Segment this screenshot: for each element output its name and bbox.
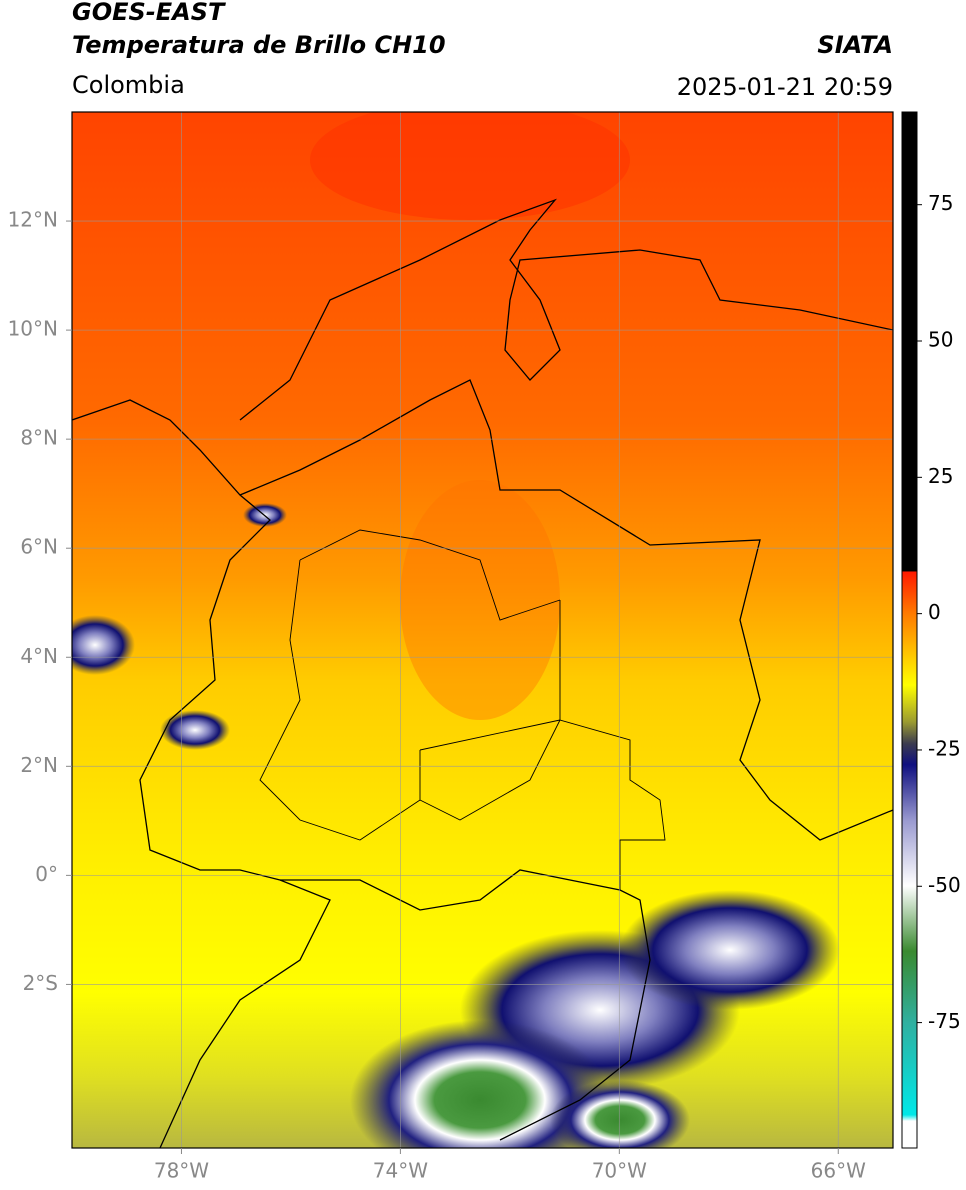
subtitle: Temperatura de Brillo CH10 <box>72 31 446 59</box>
lat-tick-label: 10°N <box>8 317 58 341</box>
colorbar <box>901 111 918 1149</box>
lat-tick-label: 0° <box>35 862 58 886</box>
colorbar-tick-label: -25 <box>928 736 961 760</box>
lat-tick-label: 12°N <box>8 208 58 232</box>
colorbar-tick-label: -75 <box>928 1009 961 1033</box>
colorbar-tick-label: 0 <box>928 600 941 624</box>
map-image <box>72 112 893 1148</box>
lon-tick-label: 78°W <box>154 1159 209 1183</box>
lat-tick-label: 2°S <box>23 971 58 995</box>
lon-tick-label: 74°W <box>373 1159 428 1183</box>
colorbar-tick-label: 75 <box>928 191 953 215</box>
region: Colombia <box>72 71 185 99</box>
lat-tick-label: 8°N <box>20 426 58 450</box>
lat-tick-label: 6°N <box>20 535 58 559</box>
title: GOES-EAST <box>72 0 226 26</box>
lon-tick-label: 66°W <box>811 1159 866 1183</box>
colorbar-tick-label: 50 <box>928 328 953 352</box>
colorbar-tick-label: 25 <box>928 464 953 488</box>
lon-tick-label: 70°W <box>592 1159 647 1183</box>
colorbar-tick-label: -50 <box>928 873 961 897</box>
lat-tick-label: 4°N <box>20 644 58 668</box>
map-frame <box>71 111 894 1149</box>
lat-tick-label: 2°N <box>20 753 58 777</box>
source: SIATA <box>817 31 893 59</box>
datetime: 2025-01-21 20:59 <box>677 73 893 101</box>
